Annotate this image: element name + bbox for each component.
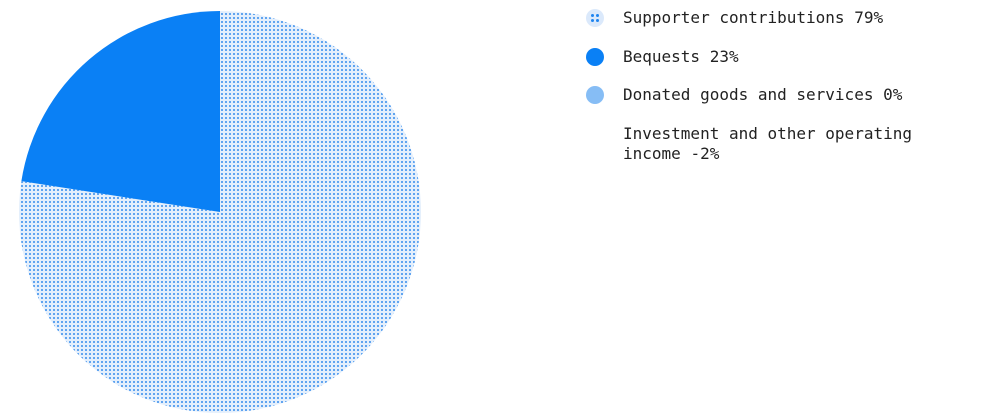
pie-slice-bequests <box>21 11 221 212</box>
legend-label: Investment and other operating income <box>623 123 912 163</box>
legend: Supporter contributions 79% Bequests 23%… <box>583 8 978 182</box>
legend-label: Supporter contributions <box>623 8 845 27</box>
legend-value: -2% <box>690 143 720 163</box>
legend-item-investment-income: Investment and other operating income -2… <box>583 124 978 164</box>
legend-swatch-dotted-icon <box>586 9 604 27</box>
legend-item-bequests: Bequests 23% <box>583 47 978 67</box>
legend-value: 0% <box>883 85 903 104</box>
legend-label: Bequests <box>623 46 701 66</box>
legend-label: Donated goods and services <box>623 85 874 104</box>
pie-chart <box>19 11 421 413</box>
legend-value: 23% <box>709 46 739 66</box>
legend-item-supporter-contributions: Supporter contributions 79% <box>583 8 978 28</box>
legend-swatch-icon <box>586 47 604 66</box>
legend-value: 79% <box>854 8 884 27</box>
legend-swatch-icon <box>586 86 604 104</box>
pie-slice-supporter-contributions <box>19 11 421 413</box>
legend-item-donated-goods: Donated goods and services 0% <box>583 85 978 105</box>
